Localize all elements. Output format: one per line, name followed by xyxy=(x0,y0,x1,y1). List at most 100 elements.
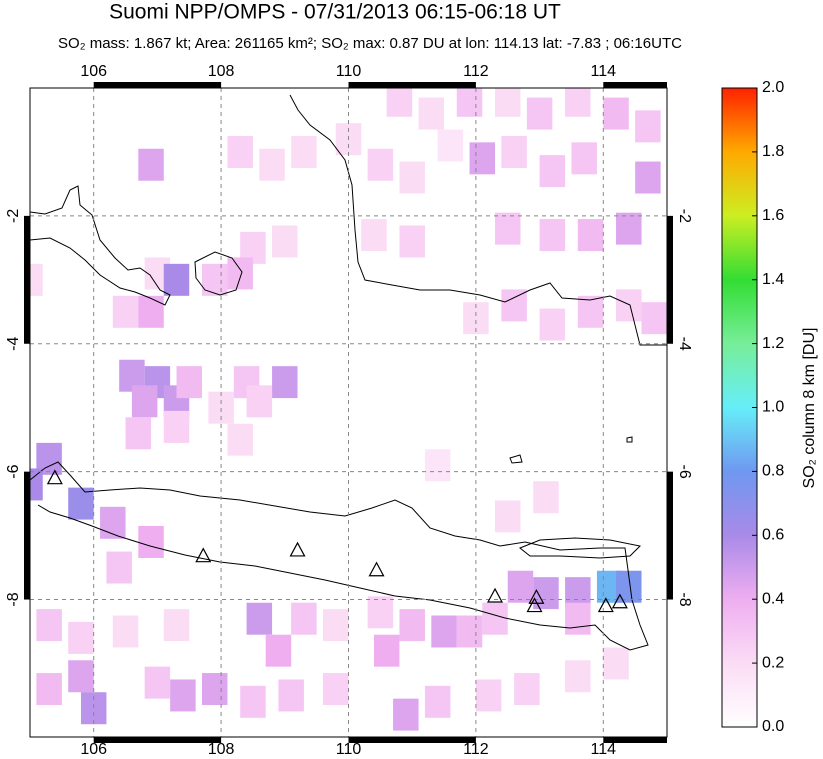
so2-cell xyxy=(272,225,298,258)
coast-sumatra xyxy=(30,185,171,306)
so2-cell xyxy=(138,525,164,558)
coast-borneo xyxy=(289,94,667,346)
so2-cell xyxy=(507,570,534,603)
so2-cell xyxy=(367,148,394,181)
so2-cell xyxy=(514,673,540,706)
so2-cell xyxy=(431,615,457,648)
coast-karimunjawa xyxy=(509,454,523,464)
so2-cell xyxy=(131,385,158,418)
so2-cell xyxy=(323,609,349,642)
so2-cell xyxy=(112,615,139,648)
lat-tick-label: -6 xyxy=(5,464,22,478)
frame-segment xyxy=(667,471,673,600)
so2-cell xyxy=(495,500,521,533)
coast-madura xyxy=(519,537,642,559)
so2-cell xyxy=(635,161,661,194)
so2-cell xyxy=(163,410,190,443)
so2-cell xyxy=(482,602,508,635)
so2-cell xyxy=(367,596,394,629)
title: Suomi NPP/OMPS - 07/31/2013 06:15-06:18 … xyxy=(109,1,561,24)
colorbar-tick-label: 2.0 xyxy=(762,79,784,96)
lon-tick-label: 112 xyxy=(463,741,489,758)
so2-cell xyxy=(170,679,196,712)
coast-bawean xyxy=(626,436,633,443)
lon-tick-label: 108 xyxy=(208,63,235,80)
so2-cell xyxy=(176,366,202,399)
so2-cell xyxy=(635,110,661,143)
so2-cell xyxy=(265,634,292,667)
so2-cell xyxy=(475,679,502,712)
frame-segment xyxy=(93,82,222,88)
so2-cell xyxy=(144,666,171,699)
so2-cell xyxy=(163,609,190,642)
so2-cell xyxy=(112,295,139,328)
volcano-marker xyxy=(46,469,63,485)
so2-cell xyxy=(163,263,190,296)
so2-cell xyxy=(125,417,152,450)
so2-cell xyxy=(526,97,553,130)
colorbar-tick-label: 0.2 xyxy=(762,654,784,671)
so2-cell xyxy=(437,129,464,162)
volcano-marker xyxy=(289,541,306,557)
lat-tick-label: -8 xyxy=(5,592,22,606)
so2-cell xyxy=(201,263,228,296)
colorbar-tick-label: 0.8 xyxy=(762,463,784,480)
so2-cell xyxy=(577,219,604,252)
lon-tick-label: 106 xyxy=(80,741,107,758)
colorbar-tick-label: 0.4 xyxy=(762,590,784,607)
so2-cell xyxy=(424,685,451,718)
volcano-marker xyxy=(611,593,628,609)
so2-cell xyxy=(227,423,253,456)
frame-segment xyxy=(667,215,673,344)
colorbar-tick-label: 1.8 xyxy=(762,143,784,160)
volcano-marker xyxy=(526,597,543,613)
so2-cell xyxy=(495,212,521,245)
so2-cell xyxy=(616,289,642,322)
so2-cell xyxy=(399,161,425,194)
so2-cell xyxy=(240,685,266,718)
so2-cell xyxy=(603,647,629,680)
so2-cell xyxy=(501,289,527,322)
so2-cell xyxy=(100,506,126,539)
colorbar-ramp xyxy=(721,87,758,728)
volcano-marker xyxy=(195,547,212,563)
so2-cell xyxy=(323,673,349,706)
colorbar-tick-label: 1.2 xyxy=(762,335,784,352)
so2-cell xyxy=(291,602,317,635)
volcano-marker xyxy=(597,597,614,613)
colorbar-tick-label: 1.4 xyxy=(762,271,784,288)
coastlines xyxy=(30,94,667,651)
so2-cell xyxy=(399,609,425,642)
so2-cell xyxy=(539,219,566,252)
so2-cell xyxy=(641,302,667,335)
so2-cell xyxy=(393,698,419,731)
so2-cell xyxy=(539,308,566,341)
so2-cell xyxy=(501,135,527,168)
frame-segment xyxy=(24,215,30,344)
so2-cell xyxy=(386,88,413,117)
frame-segment xyxy=(24,471,30,600)
lat-tick-label: -8 xyxy=(676,592,693,606)
map-frame: 106 106 108 108 110 110 112 112 114 114 -2 -2 -4 -4 -6… xyxy=(5,63,693,758)
colorbar: SO₂ column 8 km [DU] 0.0 0.2 0.4 0.6 0.8 1.0 1… xyxy=(721,79,818,735)
so2-cell xyxy=(138,148,164,181)
so2-cell xyxy=(616,212,642,245)
coast-bangka xyxy=(194,251,243,296)
so2-cell xyxy=(418,97,445,130)
cell-layer xyxy=(30,88,667,731)
so2-cell xyxy=(138,295,164,328)
lat-tick-label: -6 xyxy=(676,465,693,479)
colorbar-tick-label: 0.6 xyxy=(762,527,784,544)
so2-cell xyxy=(246,602,273,635)
lon-tick-label: 114 xyxy=(591,741,617,758)
so2-cell xyxy=(278,679,304,712)
lon-tick-label: 110 xyxy=(336,741,362,758)
so2-cell xyxy=(30,468,43,501)
subtitle: SO₂ mass: 1.867 kt; Area: 261165 km²; SO… xyxy=(58,35,682,52)
volcano-marker xyxy=(368,561,385,577)
so2-cell xyxy=(373,634,400,667)
so2-cell xyxy=(469,142,496,175)
frame-segment xyxy=(93,737,222,743)
so2-cell xyxy=(603,97,629,130)
so2-cell xyxy=(227,257,253,290)
